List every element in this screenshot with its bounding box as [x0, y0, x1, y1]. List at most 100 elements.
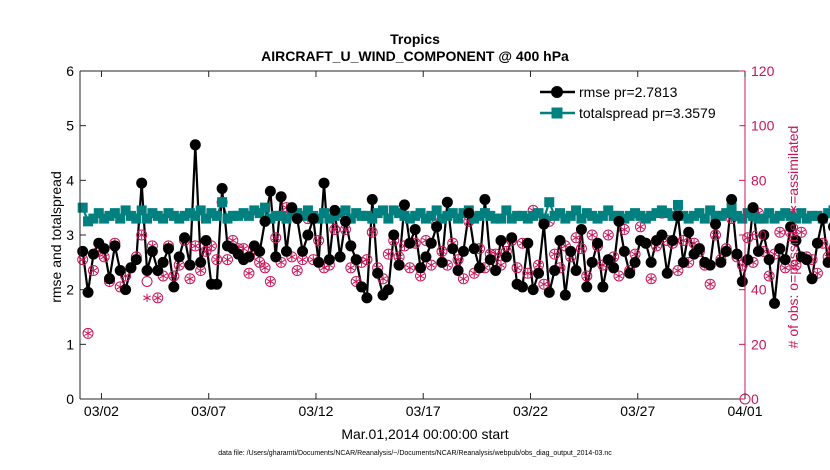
totalspread-point: [646, 210, 657, 221]
rmse-point: [774, 243, 786, 255]
totalspread-point: [142, 213, 153, 224]
obs-possible-point: [581, 270, 593, 282]
totalspread-point: [265, 213, 276, 224]
rmse-point: [613, 215, 625, 227]
legend-totalspread-marker: [551, 107, 563, 119]
rmse-point: [667, 234, 679, 246]
totalspread-point: [517, 210, 528, 221]
totalspread-point: [640, 213, 651, 224]
rmse-point: [672, 210, 684, 222]
obs-assimilated-point: [706, 280, 715, 289]
totalspread-point: [592, 213, 603, 224]
rmse-point: [811, 237, 823, 249]
obs-possible-point: [87, 265, 99, 277]
totalspread-point: [233, 210, 244, 221]
rmse-point: [87, 248, 99, 260]
totalspread-point: [302, 205, 313, 216]
y2-tick-label: 100: [751, 118, 775, 134]
totalspread-point: [571, 205, 582, 216]
data-file-footnote: data file: /Users/gharamti/Documents/NCA…: [218, 450, 612, 457]
rmse-point: [329, 204, 341, 216]
rmse-point: [243, 251, 255, 263]
totalspread-point: [367, 213, 378, 224]
rmse-point: [693, 243, 705, 255]
obs-assimilated-point: [577, 244, 586, 253]
obs-possible-point: [270, 232, 282, 244]
rmse-point: [801, 254, 813, 266]
totalspread-point: [715, 210, 726, 221]
rmse-point: [447, 243, 459, 255]
obs-assimilated-point: [169, 271, 178, 281]
rmse-point: [125, 262, 137, 274]
x-tick-label: 03/22: [513, 403, 548, 419]
rmse-point: [559, 289, 571, 301]
rmse-point: [179, 232, 191, 244]
rmse-point: [404, 237, 416, 249]
obs-assimilated-point: [775, 228, 784, 237]
rmse-point: [441, 196, 453, 208]
obs-assimilated-point: [427, 260, 436, 270]
obs-possible-point: [313, 234, 325, 246]
obs-possible-point: [634, 221, 646, 233]
rmse-point: [136, 177, 148, 189]
rmse-point: [747, 202, 759, 214]
rmse-point: [291, 213, 303, 225]
totalspread-point: [227, 210, 238, 221]
totalspread-point: [801, 213, 812, 224]
rmse-point: [822, 256, 830, 268]
rmse-point: [549, 265, 561, 277]
obs-assimilated-point: [540, 280, 548, 289]
y2-tick-label: 60: [751, 227, 767, 243]
totalspread-point: [270, 210, 281, 221]
obs-assimilated-point: [636, 222, 645, 231]
y-tick-label: 6: [66, 63, 74, 79]
x-tick-label: 03/27: [620, 403, 655, 419]
obs-assimilated-point: [604, 230, 613, 240]
totalspread-point: [335, 208, 346, 219]
obs-possible-point: [570, 232, 582, 244]
totalspread-point: [351, 208, 362, 219]
obs-possible-point: [549, 248, 561, 260]
y-tick-label: 3: [66, 227, 74, 243]
rmse-point: [398, 199, 410, 211]
totalspread-point: [790, 213, 801, 224]
y2-axis-label: # of obs: o=possible; ∗=assimilated: [785, 126, 801, 349]
totalspread-point: [179, 210, 190, 221]
obs-possible-point: [136, 229, 148, 241]
obs-possible-point: [152, 292, 164, 304]
rmse-point: [431, 221, 443, 233]
rmse-point: [495, 234, 507, 246]
obs-possible-point: [538, 278, 550, 290]
totalspread-point: [345, 213, 356, 224]
totalspread-point: [796, 208, 807, 219]
x-tick-label: 03/07: [191, 403, 226, 419]
obs-possible-point: [602, 229, 614, 241]
obs-assimilated-point: [293, 266, 302, 275]
rmse-point: [173, 251, 185, 263]
obs-assimilated-point: [792, 260, 800, 270]
totalspread-point: [260, 202, 271, 213]
x-tick-label: 03/12: [298, 403, 333, 419]
rmse-point: [763, 254, 775, 266]
totalspread-point: [737, 213, 748, 224]
rmse-point: [500, 251, 512, 263]
totalspread-point: [748, 210, 759, 221]
legend-totalspread-label: totalspread pr=3.3579: [579, 105, 716, 121]
rmse-point: [817, 213, 829, 225]
rmse-point: [103, 273, 115, 285]
rmse-point: [752, 245, 764, 257]
totalspread-point: [131, 213, 142, 224]
obs-possible-point: [189, 240, 201, 252]
rmse-point: [420, 251, 432, 263]
rmse-point: [608, 262, 620, 274]
rmse-point: [168, 281, 180, 293]
totalspread-point: [608, 210, 619, 221]
totalspread-point: [705, 205, 716, 216]
totalspread-point: [683, 213, 694, 224]
totalspread-point: [447, 208, 458, 219]
totalspread-point: [410, 210, 421, 221]
totalspread-point: [77, 202, 88, 213]
rmse-point: [624, 267, 636, 279]
totalspread-point: [774, 210, 785, 221]
